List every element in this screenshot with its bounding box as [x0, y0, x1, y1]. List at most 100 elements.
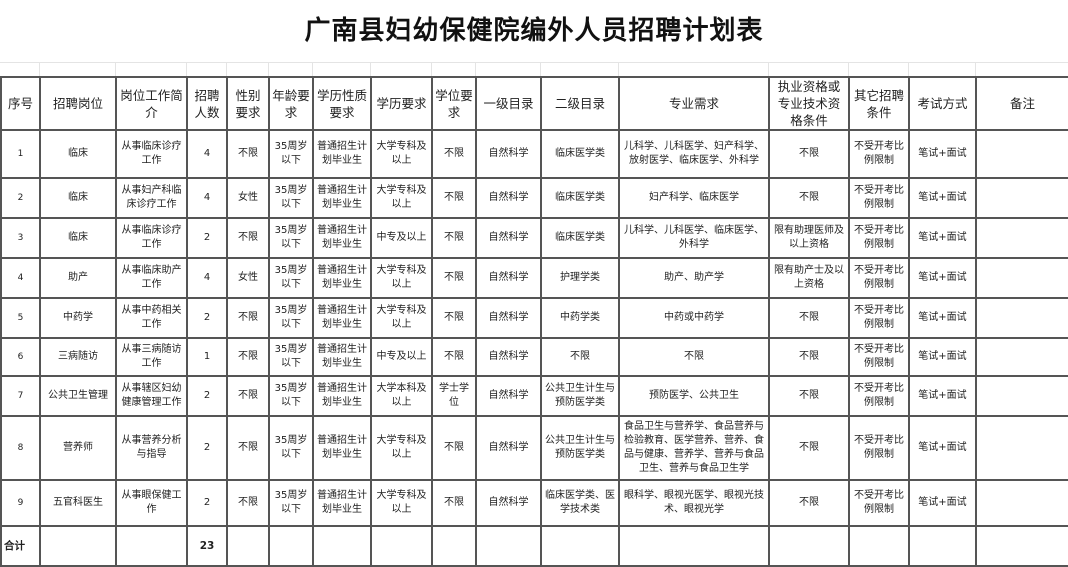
- cell-招聘岗位: 五官科医生: [39, 479, 117, 527]
- cell-学位要求: 不限: [431, 415, 477, 481]
- column-header: 序号: [0, 76, 41, 131]
- column-header: 学历性质要求: [312, 76, 372, 131]
- cell-一级目录: 自然科学: [475, 297, 542, 339]
- cell-岗位工作简介: 从事眼保健工作: [115, 479, 188, 527]
- cell-执业资格或专业技术资格条件: 限有助理医师及以上资格: [768, 217, 850, 259]
- cell-序号: 4: [0, 257, 41, 299]
- empty-cell: [475, 525, 542, 567]
- cell-备注: [975, 177, 1068, 219]
- cell-年龄要求: 35周岁以下: [268, 415, 314, 481]
- cell-备注: [975, 415, 1068, 481]
- cell-备注: [975, 479, 1068, 527]
- cell-备注: [975, 217, 1068, 259]
- cell-学历要求: 中专及以上: [370, 337, 433, 377]
- cell-学历要求: 大学专科及以上: [370, 297, 433, 339]
- table-row: 4 助产 从事临床助产工作 4 女性 35周岁以下 普通招生计划毕业生 大学专科及以上 不限 自然…: [0, 257, 1068, 299]
- cell-招聘人数: 4: [186, 257, 228, 299]
- cell-性别要求: 女性: [226, 177, 270, 219]
- cell-招聘人数: 2: [186, 375, 228, 417]
- cell-一级目录: 自然科学: [475, 375, 542, 417]
- cell-考试方式: 笔试+面试: [908, 415, 977, 481]
- cell-年龄要求: 35周岁以下: [268, 129, 314, 179]
- cell-学历性质要求: 普通招生计划毕业生: [312, 375, 372, 417]
- cell-学位要求: 不限: [431, 177, 477, 219]
- column-header: 考试方式: [908, 76, 977, 131]
- cell-岗位工作简介: 从事三病随访工作: [115, 337, 188, 377]
- cell-专业需求: 助产、助产学: [618, 257, 770, 299]
- cell-专业需求: 儿科学、儿科医学、妇产科学、放射医学、临床医学、外科学: [618, 129, 770, 179]
- cell-招聘岗位: 三病随访: [39, 337, 117, 377]
- cell-执业资格或专业技术资格条件: 不限: [768, 375, 850, 417]
- table-row: 8 营养师 从事营养分析与指导 2 不限 35周岁以下 普通招生计划毕业生 大学专科及以上 不限…: [0, 415, 1068, 481]
- cell-考试方式: 笔试+面试: [908, 129, 977, 179]
- cell-岗位工作简介: 从事妇产科临床诊疗工作: [115, 177, 188, 219]
- column-header: 一级目录: [475, 76, 542, 131]
- cell-执业资格或专业技术资格条件: 不限: [768, 129, 850, 179]
- cell-执业资格或专业技术资格条件: 不限: [768, 415, 850, 481]
- cell-招聘人数: 2: [186, 479, 228, 527]
- cell-学位要求: 不限: [431, 217, 477, 259]
- cell-序号: 6: [0, 337, 41, 377]
- cell-年龄要求: 35周岁以下: [268, 337, 314, 377]
- cell-其它招聘条件: 不受开考比例限制: [848, 177, 910, 219]
- empty-cell: [115, 525, 188, 567]
- cell-序号: 7: [0, 375, 41, 417]
- column-header: 学位要求: [431, 76, 477, 131]
- cell-学位要求: 不限: [431, 297, 477, 339]
- total-row: 合计 23: [0, 525, 1068, 567]
- cell-其它招聘条件: 不受开考比例限制: [848, 479, 910, 527]
- cell-其它招聘条件: 不受开考比例限制: [848, 337, 910, 377]
- column-header: 学历要求: [370, 76, 433, 131]
- cell-招聘岗位: 临床: [39, 217, 117, 259]
- column-header: 其它招聘条件: [848, 76, 910, 131]
- column-header: 招聘人数: [186, 76, 228, 131]
- cell-执业资格或专业技术资格条件: 不限: [768, 297, 850, 339]
- column-header: 年龄要求: [268, 76, 314, 131]
- cell-岗位工作简介: 从事辖区妇幼健康管理工作: [115, 375, 188, 417]
- table-row: 3 临床 从事临床诊疗工作 2 不限 35周岁以下 普通招生计划毕业生 中专及以上 不限 自然科学…: [0, 217, 1068, 259]
- cell-招聘人数: 2: [186, 217, 228, 259]
- column-header: 招聘岗位: [39, 76, 117, 131]
- cell-一级目录: 自然科学: [475, 177, 542, 219]
- cell-学历性质要求: 普通招生计划毕业生: [312, 257, 372, 299]
- cell-招聘人数: 2: [186, 415, 228, 481]
- total-count: 23: [186, 525, 228, 567]
- cell-学历要求: 大学专科及以上: [370, 479, 433, 527]
- cell-备注: [975, 297, 1068, 339]
- cell-学历性质要求: 普通招生计划毕业生: [312, 129, 372, 179]
- cell-年龄要求: 35周岁以下: [268, 217, 314, 259]
- cell-其它招聘条件: 不受开考比例限制: [848, 217, 910, 259]
- cell-专业需求: 中药或中药学: [618, 297, 770, 339]
- cell-序号: 5: [0, 297, 41, 339]
- cell-执业资格或专业技术资格条件: 不限: [768, 479, 850, 527]
- cell-性别要求: 女性: [226, 257, 270, 299]
- cell-招聘岗位: 临床: [39, 129, 117, 179]
- cell-考试方式: 笔试+面试: [908, 297, 977, 339]
- cell-二级目录: 公共卫生计生与预防医学类: [540, 375, 620, 417]
- header-row: 序号 招聘岗位 岗位工作简介 招聘人数 性别要求 年龄要求 学历性质要求 学历要求 学位要求 一级…: [0, 76, 1068, 131]
- cell-性别要求: 不限: [226, 375, 270, 417]
- page-title: 广南县妇幼保健院编外人员招聘计划表: [304, 16, 764, 46]
- cell-执业资格或专业技术资格条件: 不限: [768, 177, 850, 219]
- cell-其它招聘条件: 不受开考比例限制: [848, 415, 910, 481]
- cell-年龄要求: 35周岁以下: [268, 177, 314, 219]
- cell-性别要求: 不限: [226, 415, 270, 481]
- cell-学历性质要求: 普通招生计划毕业生: [312, 479, 372, 527]
- table-row: 6 三病随访 从事三病随访工作 1 不限 35周岁以下 普通招生计划毕业生 中专及以上 不限 自然…: [0, 337, 1068, 377]
- cell-其它招聘条件: 不受开考比例限制: [848, 257, 910, 299]
- cell-学历要求: 大学专科及以上: [370, 177, 433, 219]
- column-header: 专业需求: [618, 76, 770, 131]
- table-row: 5 中药学 从事中药相关工作 2 不限 35周岁以下 普通招生计划毕业生 大学专科及以上 不限自…: [0, 297, 1068, 339]
- empty-cell: [975, 525, 1068, 567]
- cell-二级目录: 护理学类: [540, 257, 620, 299]
- cell-年龄要求: 35周岁以下: [268, 297, 314, 339]
- cell-专业需求: 预防医学、公共卫生: [618, 375, 770, 417]
- cell-学历要求: 大学专科及以上: [370, 257, 433, 299]
- total-label: 合计: [0, 525, 41, 567]
- empty-cell: [268, 525, 314, 567]
- cell-备注: [975, 375, 1068, 417]
- column-header: 备注: [975, 76, 1068, 131]
- cell-专业需求: 不限: [618, 337, 770, 377]
- cell-学位要求: 学士学位: [431, 375, 477, 417]
- cell-二级目录: 临床医学类: [540, 129, 620, 179]
